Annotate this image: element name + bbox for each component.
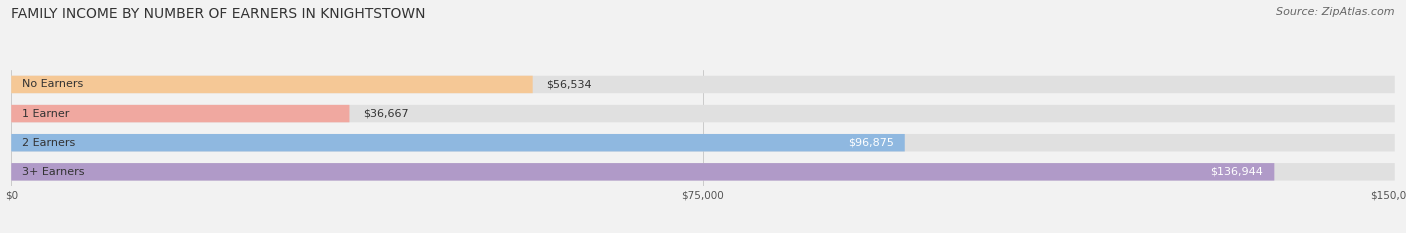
FancyBboxPatch shape bbox=[11, 163, 1395, 181]
Text: 3+ Earners: 3+ Earners bbox=[22, 167, 84, 177]
FancyBboxPatch shape bbox=[11, 76, 533, 93]
Text: $36,667: $36,667 bbox=[363, 109, 409, 119]
Text: 1 Earner: 1 Earner bbox=[22, 109, 70, 119]
Text: $136,944: $136,944 bbox=[1211, 167, 1263, 177]
Text: FAMILY INCOME BY NUMBER OF EARNERS IN KNIGHTSTOWN: FAMILY INCOME BY NUMBER OF EARNERS IN KN… bbox=[11, 7, 426, 21]
FancyBboxPatch shape bbox=[11, 134, 1395, 151]
FancyBboxPatch shape bbox=[11, 76, 1395, 93]
Text: Source: ZipAtlas.com: Source: ZipAtlas.com bbox=[1277, 7, 1395, 17]
FancyBboxPatch shape bbox=[11, 163, 1274, 181]
FancyBboxPatch shape bbox=[11, 105, 1395, 122]
Text: $56,534: $56,534 bbox=[547, 79, 592, 89]
FancyBboxPatch shape bbox=[11, 134, 905, 151]
FancyBboxPatch shape bbox=[11, 105, 350, 122]
Text: $96,875: $96,875 bbox=[848, 138, 894, 148]
Text: No Earners: No Earners bbox=[22, 79, 83, 89]
Text: 2 Earners: 2 Earners bbox=[22, 138, 76, 148]
